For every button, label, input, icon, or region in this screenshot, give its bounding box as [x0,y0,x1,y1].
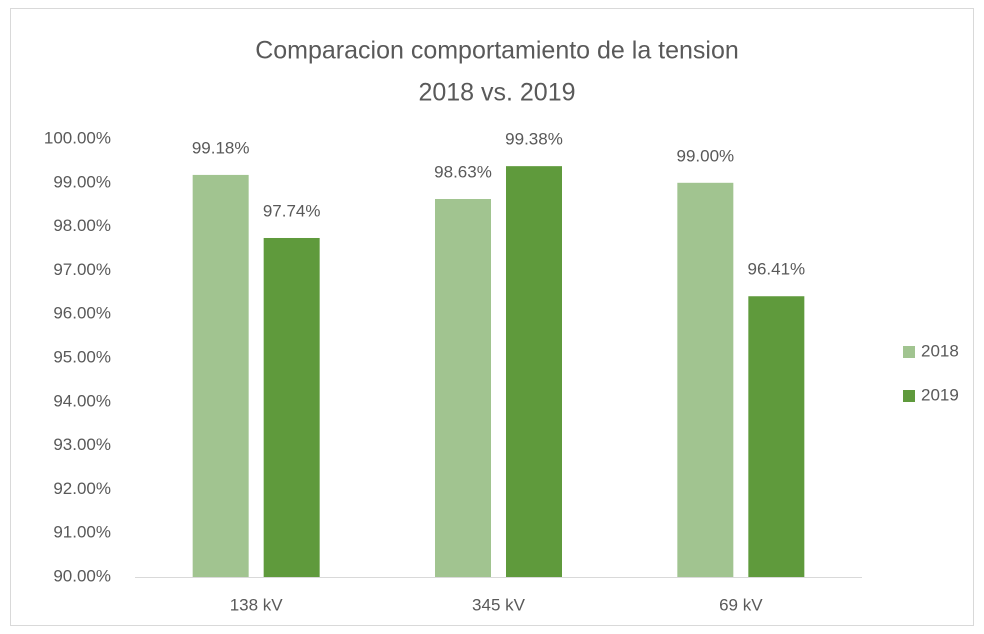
chart-frame [10,8,974,626]
data-label: 96.41% [747,260,805,279]
y-tick-label: 94.00% [53,391,111,410]
data-label: 99.00% [676,146,734,165]
legend-label: 2018 [921,341,959,360]
bar [506,166,562,577]
bar [263,237,320,577]
y-tick-label: 96.00% [53,304,111,323]
chart-subtitle: 2018 vs. 2019 [418,79,575,107]
y-tick-label: 99.00% [53,172,111,191]
data-label: 99.38% [505,130,563,149]
y-tick-label: 90.00% [53,566,111,585]
x-tick-label: 345 kV [472,595,526,614]
y-tick-label: 95.00% [53,347,111,366]
bar [748,296,805,577]
y-tick-label: 91.00% [53,523,111,542]
legend-swatch [903,390,915,402]
legend-label: 2019 [921,385,959,404]
y-tick-label: 98.00% [53,216,111,235]
x-tick-label: 69 kV [719,595,763,614]
bar [677,182,734,578]
y-tick-label: 92.00% [53,479,111,498]
y-tick-label: 93.00% [53,435,111,454]
y-tick-label: 100.00% [44,128,111,147]
x-tick-label: 138 kV [230,595,284,614]
data-label: 97.74% [263,201,321,220]
bar [192,174,249,577]
bar [435,199,491,578]
data-label: 99.18% [192,138,250,157]
chart-title: Comparacion comportamiento de la tension [255,37,739,65]
y-tick-label: 97.00% [53,260,111,279]
data-label: 98.63% [434,162,492,181]
legend-swatch [903,346,915,358]
